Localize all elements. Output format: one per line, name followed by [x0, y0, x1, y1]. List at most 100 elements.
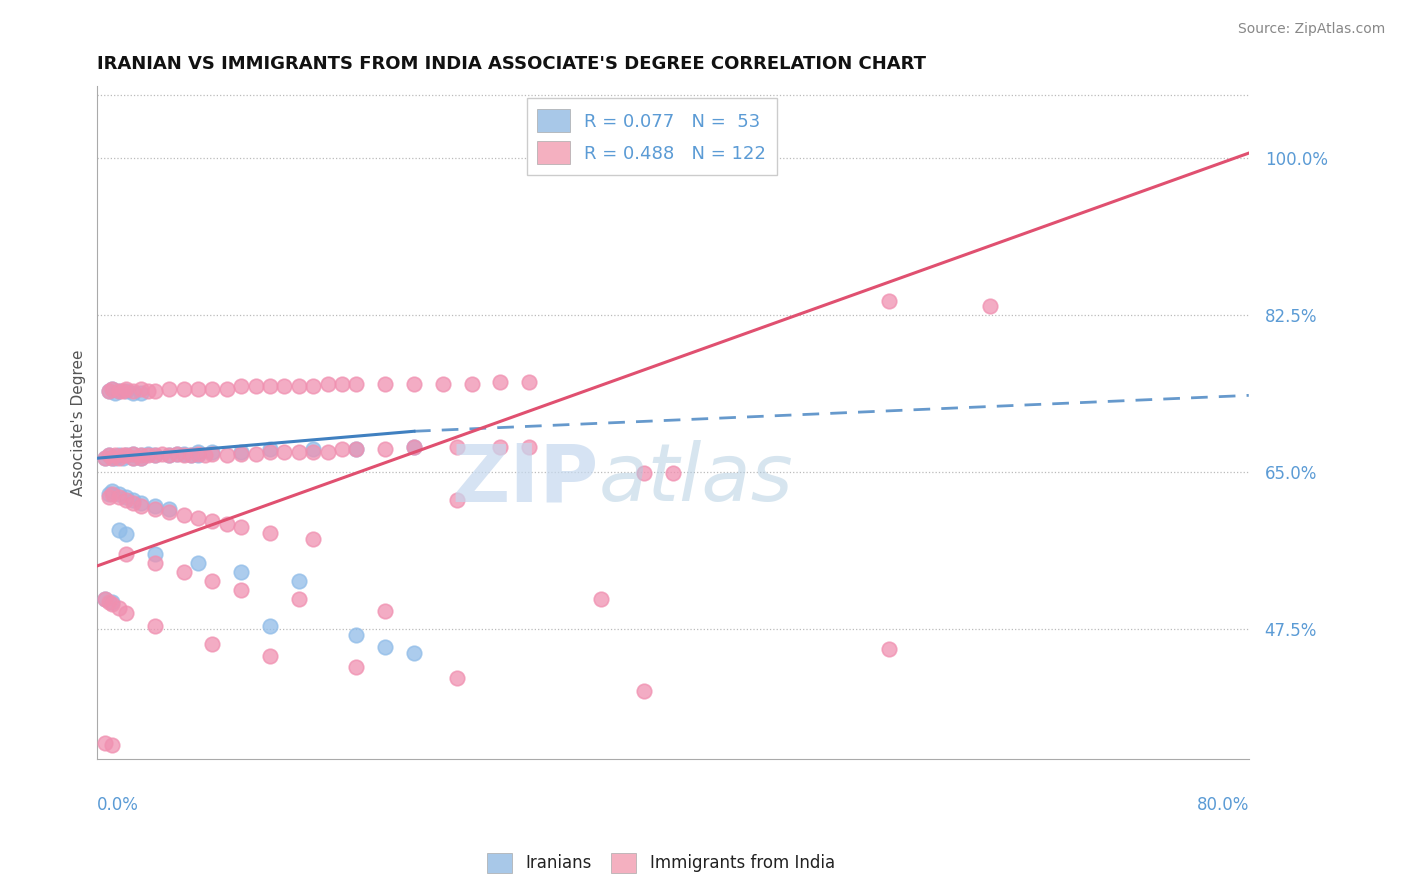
Point — [330, 376, 353, 391]
Point — [446, 493, 468, 508]
Point — [302, 445, 325, 459]
Point — [129, 451, 152, 466]
Point — [245, 379, 267, 393]
Point — [302, 532, 325, 546]
Point — [115, 382, 138, 396]
Point — [115, 607, 138, 621]
Point — [112, 384, 135, 398]
Point — [302, 379, 325, 393]
Point — [100, 451, 122, 466]
Point — [979, 299, 1001, 313]
Point — [330, 442, 353, 457]
Point — [173, 447, 195, 461]
Point — [187, 382, 209, 396]
Point — [517, 440, 540, 454]
Point — [259, 525, 281, 540]
Point — [432, 376, 454, 391]
Point — [374, 376, 396, 391]
Point — [136, 449, 159, 463]
Point — [877, 642, 900, 657]
Point — [231, 447, 253, 461]
Point — [201, 382, 224, 396]
Point — [122, 496, 145, 510]
Point — [316, 376, 339, 391]
Point — [143, 384, 166, 398]
Point — [187, 449, 209, 463]
Point — [104, 449, 127, 463]
Point — [143, 449, 166, 463]
Point — [180, 449, 202, 463]
Point — [173, 565, 195, 579]
Point — [157, 505, 180, 519]
Point — [112, 451, 135, 466]
Point — [288, 379, 311, 393]
Point — [877, 294, 900, 309]
Point — [157, 502, 180, 516]
Point — [112, 449, 135, 463]
Point — [143, 502, 166, 516]
Point — [288, 445, 311, 459]
Point — [115, 449, 138, 463]
Point — [115, 384, 138, 398]
Point — [201, 445, 224, 459]
Point — [517, 375, 540, 389]
Point — [259, 648, 281, 663]
Point — [259, 379, 281, 393]
Point — [100, 739, 122, 753]
Point — [108, 601, 131, 615]
Point — [104, 451, 127, 466]
Point — [288, 574, 311, 588]
Point — [402, 440, 425, 454]
Point — [633, 467, 655, 481]
Point — [402, 376, 425, 391]
Point — [143, 449, 166, 463]
Point — [97, 384, 120, 398]
Point — [194, 449, 217, 463]
Point — [115, 490, 138, 504]
Text: atlas: atlas — [598, 441, 793, 518]
Point — [173, 508, 195, 522]
Point — [259, 445, 281, 459]
Point — [344, 442, 367, 457]
Point — [97, 449, 120, 463]
Point — [402, 440, 425, 454]
Point — [100, 451, 122, 466]
Point — [187, 511, 209, 525]
Point — [97, 487, 120, 501]
Point — [108, 487, 131, 501]
Point — [97, 449, 120, 463]
Text: IRANIAN VS IMMIGRANTS FROM INDIA ASSOCIATE'S DEGREE CORRELATION CHART: IRANIAN VS IMMIGRANTS FROM INDIA ASSOCIA… — [97, 55, 927, 73]
Point — [108, 384, 131, 398]
Point — [173, 449, 195, 463]
Point — [374, 442, 396, 457]
Point — [115, 493, 138, 508]
Point — [93, 451, 115, 466]
Point — [288, 592, 311, 607]
Point — [166, 447, 188, 461]
Point — [402, 646, 425, 660]
Point — [231, 379, 253, 393]
Point — [316, 445, 339, 459]
Point — [245, 447, 267, 461]
Point — [344, 442, 367, 457]
Point — [344, 628, 367, 642]
Point — [180, 449, 202, 463]
Point — [115, 449, 138, 463]
Point — [100, 598, 122, 612]
Point — [662, 467, 685, 481]
Point — [100, 487, 122, 501]
Text: 80.0%: 80.0% — [1197, 796, 1249, 814]
Point — [129, 499, 152, 513]
Point — [129, 385, 152, 400]
Point — [129, 449, 152, 463]
Point — [100, 595, 122, 609]
Text: 0.0%: 0.0% — [97, 796, 139, 814]
Legend: R = 0.077   N =  53, R = 0.488   N = 122: R = 0.077 N = 53, R = 0.488 N = 122 — [527, 98, 778, 176]
Point — [231, 565, 253, 579]
Point — [215, 516, 238, 531]
Point — [201, 447, 224, 461]
Point — [446, 440, 468, 454]
Point — [143, 499, 166, 513]
Point — [143, 556, 166, 570]
Point — [136, 447, 159, 461]
